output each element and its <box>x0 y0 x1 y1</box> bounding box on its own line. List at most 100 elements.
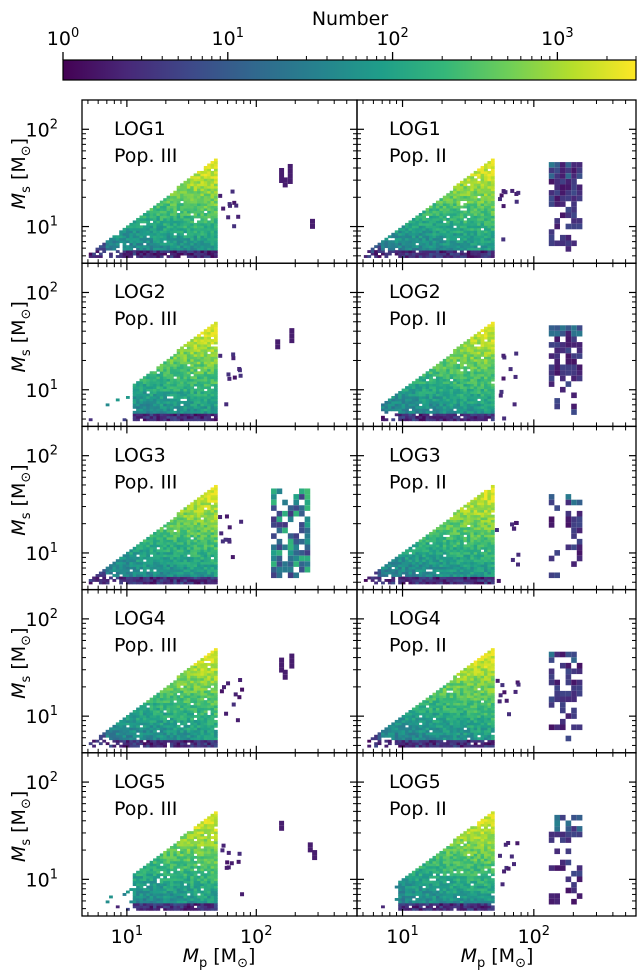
heatmap-cell <box>279 167 285 173</box>
heatmap-cell <box>186 571 191 575</box>
heatmap-cell <box>183 378 188 382</box>
heatmap-cell <box>439 554 444 558</box>
heatmap-cell <box>449 205 454 209</box>
heatmap-cell <box>186 356 191 360</box>
heatmap-cell <box>490 326 495 330</box>
heatmap-cell <box>418 393 423 397</box>
heatmap-cell <box>442 230 447 234</box>
heatmap-cell <box>377 255 382 258</box>
heatmap-cell <box>159 242 164 246</box>
heatmap-cell <box>122 252 127 256</box>
heatmap-cell <box>473 358 478 362</box>
heatmap-cell <box>466 190 471 194</box>
heatmap-cell <box>435 581 440 585</box>
heatmap-cell <box>210 334 215 338</box>
heatmap-cell <box>223 537 228 542</box>
heatmap-cell <box>470 396 475 399</box>
heatmap-cell <box>429 403 433 407</box>
heatmap-cell <box>287 163 293 169</box>
heatmap-cell <box>439 574 444 577</box>
heatmap-cell <box>487 255 492 258</box>
heatmap-cell <box>190 415 195 419</box>
heatmap-cell <box>200 497 205 501</box>
heatmap-cell <box>203 566 208 570</box>
heatmap-cell <box>432 220 437 224</box>
heatmap-cell <box>149 574 154 577</box>
heatmap-cell <box>200 363 205 367</box>
heatmap-cell <box>207 502 211 506</box>
heatmap-cell <box>163 581 167 585</box>
heatmap-cell <box>139 240 144 244</box>
heatmap-cell <box>411 386 416 389</box>
heatmap-cell <box>429 225 433 229</box>
heatmap-cell <box>193 344 198 347</box>
heatmap-cell <box>435 559 440 563</box>
heatmap-cell <box>186 183 191 187</box>
heatmap-cell <box>173 198 178 202</box>
heatmap-cell <box>571 184 577 191</box>
heatmap-cell <box>142 225 147 229</box>
heatmap-cell <box>439 225 444 229</box>
heatmap-cell <box>186 185 191 189</box>
heatmap-cell <box>210 408 215 412</box>
heatmap-cell <box>200 353 205 357</box>
heatmap-cell <box>487 331 492 335</box>
heatmap-cell <box>463 235 468 239</box>
heatmap-cell <box>446 368 451 372</box>
heatmap-cell <box>176 581 181 585</box>
heatmap-cell <box>442 242 447 246</box>
heatmap-cell <box>422 376 427 380</box>
heatmap-cell <box>442 378 447 382</box>
heatmap-cell <box>377 242 382 246</box>
heatmap-cell <box>119 556 124 560</box>
heatmap-cell <box>477 554 481 558</box>
heatmap-cell <box>411 391 416 394</box>
heatmap-cell <box>183 415 188 419</box>
heatmap-cell <box>470 536 475 540</box>
heatmap-cell <box>197 235 201 239</box>
heatmap-cell <box>159 418 164 422</box>
heatmap-cell <box>453 519 457 523</box>
panel-ticks <box>357 100 636 264</box>
heatmap-cell <box>429 531 433 535</box>
heatmap-cell <box>459 252 464 256</box>
heatmap-cell <box>449 193 454 197</box>
heatmap-cell <box>456 388 461 392</box>
heatmap-cell <box>487 165 492 169</box>
heatmap-cell <box>176 541 181 545</box>
heatmap-cell <box>429 215 433 219</box>
heatmap-cell <box>169 208 174 211</box>
heatmap-cell <box>459 534 464 538</box>
heatmap-cell <box>203 252 208 256</box>
heatmap-cell <box>432 554 437 558</box>
heatmap-cell <box>422 413 427 417</box>
heatmap-cell <box>146 566 151 570</box>
heatmap-cell <box>439 215 444 219</box>
heatmap-cell <box>207 175 211 179</box>
heatmap-cell <box>456 247 461 251</box>
heatmap-cell <box>207 522 211 525</box>
heatmap-cell <box>484 255 488 258</box>
heatmap-cell <box>183 569 188 572</box>
heatmap-cell <box>193 351 198 355</box>
heatmap-cell <box>132 227 137 231</box>
heatmap-cell <box>405 391 409 394</box>
heatmap-cell <box>282 499 288 506</box>
heatmap-cell <box>193 396 198 399</box>
heatmap-cell <box>405 418 409 422</box>
heatmap-cell <box>186 527 191 530</box>
heatmap-cell <box>487 396 492 399</box>
heatmap-cell <box>153 571 157 575</box>
heatmap-cell <box>446 225 451 229</box>
heatmap-cell <box>186 237 191 241</box>
heatmap-cell <box>442 368 447 372</box>
heatmap-cell <box>429 227 433 231</box>
heatmap-cell <box>153 235 157 239</box>
heatmap-cell <box>136 571 140 575</box>
heatmap-cell <box>197 378 201 382</box>
heatmap-cell <box>186 217 191 221</box>
heatmap-cell <box>487 398 492 402</box>
heatmap-cell <box>203 205 208 209</box>
heatmap-cell <box>439 391 444 394</box>
heatmap-cell <box>429 581 433 585</box>
